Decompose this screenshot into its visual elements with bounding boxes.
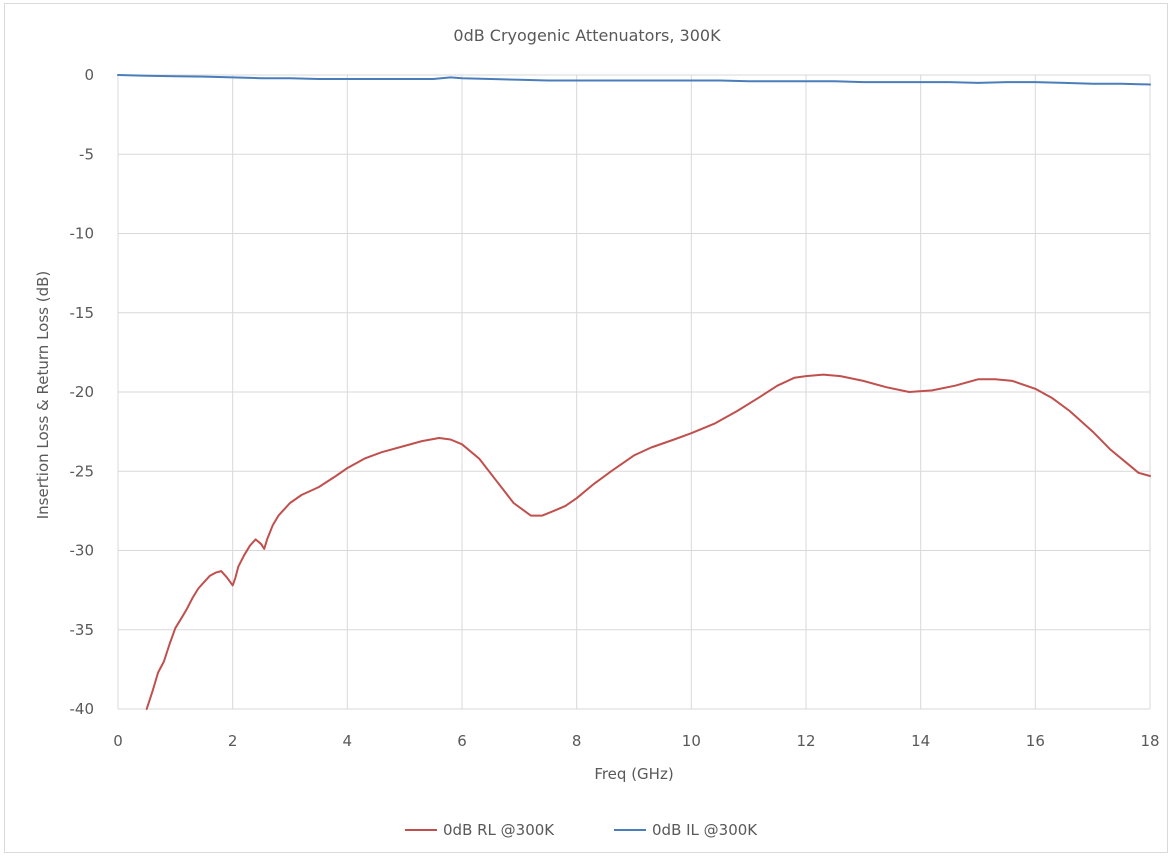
- y-tick-label: -30: [70, 542, 95, 560]
- x-tick-label: 6: [457, 732, 467, 750]
- y-axis-title: Insertion Loss & Return Loss (dB): [34, 271, 52, 520]
- x-tick-label: 0: [113, 732, 123, 750]
- x-tick-label: 12: [796, 732, 815, 750]
- y-tick-label: -20: [70, 383, 95, 401]
- x-tick-label: 14: [911, 732, 930, 750]
- x-axis-title: Freq (GHz): [594, 765, 673, 783]
- legend-label: 0dB IL @300K: [652, 821, 758, 839]
- y-tick-labels: 0 -5 -10 -15 -20 -25 -30 -35 -40: [70, 66, 95, 718]
- x-tick-label: 16: [1026, 732, 1045, 750]
- x-tick-label: 4: [343, 732, 353, 750]
- series-lines: [117, 74, 1151, 710]
- x-tick-label: 2: [228, 732, 238, 750]
- legend-label: 0dB RL @300K: [443, 821, 555, 839]
- chart-title: 0dB Cryogenic Attenuators, 300K: [453, 26, 721, 45]
- y-tick-label: -10: [70, 225, 95, 243]
- y-tick-label: 0: [84, 66, 94, 84]
- y-tick-label: -35: [70, 621, 95, 639]
- y-tick-label: -5: [79, 145, 94, 163]
- y-tick-label: -15: [70, 304, 95, 322]
- series-line-1: [117, 74, 1151, 86]
- grid-lines: [117, 74, 1151, 710]
- series-line-0: [145, 373, 1151, 710]
- y-tick-label: -40: [70, 700, 95, 718]
- legend: 0dB RL @300K 0dB IL @300K: [405, 821, 758, 839]
- x-tick-label: 10: [682, 732, 701, 750]
- chart-frame: [4, 3, 1168, 853]
- y-tick-label: -25: [70, 462, 95, 480]
- x-tick-label: 18: [1140, 732, 1159, 750]
- x-tick-labels: 0 2 4 6 8 10 12 14 16 18: [113, 732, 1159, 750]
- x-tick-label: 8: [572, 732, 582, 750]
